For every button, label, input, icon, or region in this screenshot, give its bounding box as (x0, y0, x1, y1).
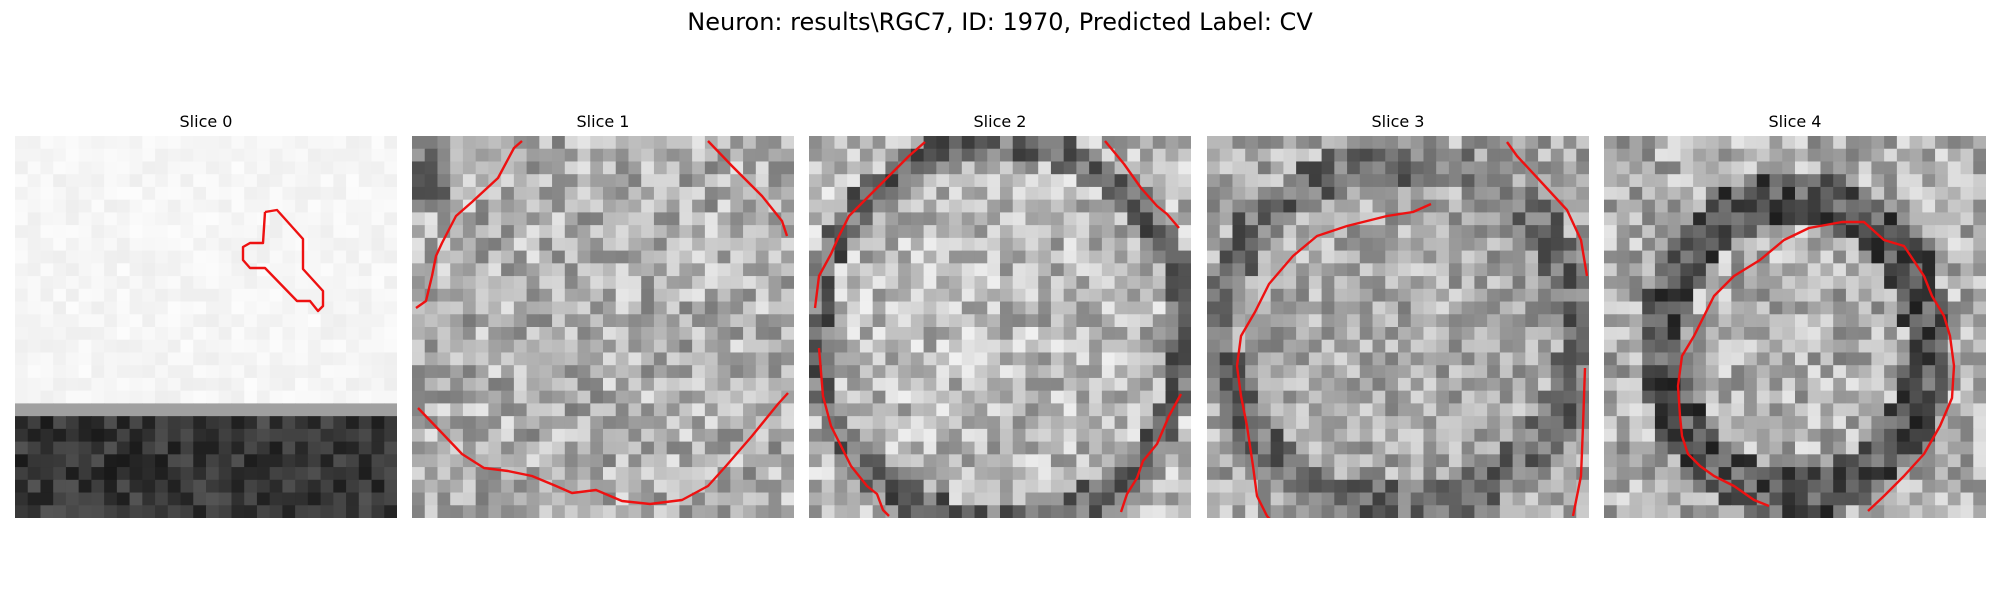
slice-image (15, 136, 397, 518)
slice-image (412, 136, 794, 518)
contour-line (817, 347, 890, 517)
slice-title: Slice 2 (973, 112, 1027, 131)
contour-line (1676, 220, 1956, 512)
slice-panel-1: Slice 1 (412, 110, 794, 518)
contour-line (707, 140, 789, 237)
slice-title: Slice 3 (1371, 112, 1425, 131)
slice-title: Slice 1 (576, 112, 630, 131)
contour-line (241, 208, 325, 313)
figure-title: Neuron: results\RGC7, ID: 1970, Predicte… (687, 8, 1313, 36)
slice-panel-2: Slice 2 (809, 110, 1191, 518)
contour-line (1119, 393, 1183, 513)
slice-image (1207, 136, 1589, 518)
slice-panel-4: Slice 4 (1604, 110, 1986, 518)
slice-title: Slice 4 (1768, 112, 1822, 131)
contour-line (1235, 202, 1432, 518)
contour-line (1506, 141, 1589, 277)
contour-line (1571, 367, 1587, 517)
slice-panel-3: Slice 3 (1207, 110, 1589, 518)
slice-image (1604, 136, 1986, 518)
slice-title: Slice 0 (179, 112, 233, 131)
slice-panel-0: Slice 0 (15, 110, 397, 518)
contour-line (813, 141, 926, 309)
contour-line (1104, 140, 1180, 229)
contour-line (417, 392, 789, 506)
contour-line (415, 140, 523, 309)
slice-image (809, 136, 1191, 518)
